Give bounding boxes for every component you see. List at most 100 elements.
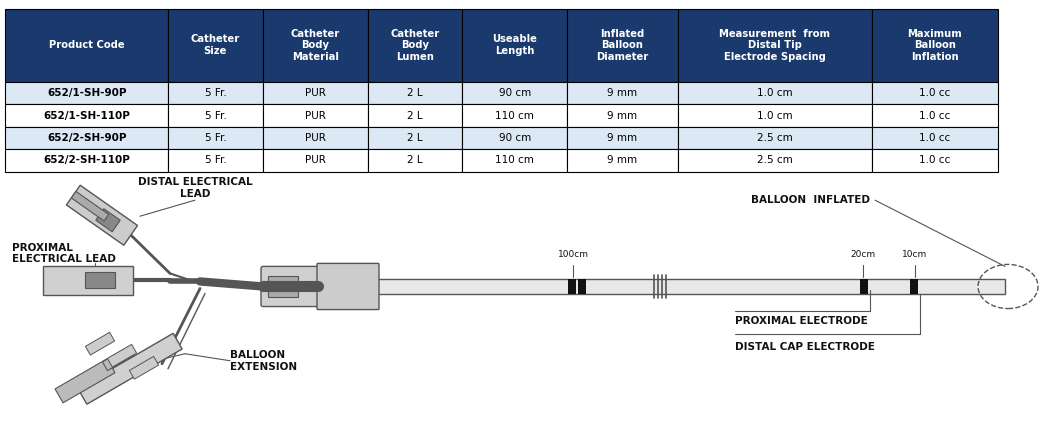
Text: 100cm: 100cm bbox=[557, 251, 589, 260]
Bar bbox=[263, 9, 368, 82]
Text: PUR: PUR bbox=[305, 133, 326, 143]
Text: 9 mm: 9 mm bbox=[607, 88, 638, 98]
Text: 10cm: 10cm bbox=[902, 251, 927, 260]
Text: BALLOON
EXTENSION: BALLOON EXTENSION bbox=[230, 350, 297, 372]
Text: 2 L: 2 L bbox=[407, 111, 422, 121]
Polygon shape bbox=[103, 347, 134, 371]
Text: 1.0 cm: 1.0 cm bbox=[756, 111, 793, 121]
Text: 2 L: 2 L bbox=[407, 133, 422, 143]
Polygon shape bbox=[129, 356, 159, 379]
Text: 652/2-SH-110P: 652/2-SH-110P bbox=[44, 155, 131, 166]
Bar bbox=[5, 9, 168, 82]
Bar bbox=[872, 9, 998, 82]
Text: PUR: PUR bbox=[305, 88, 326, 98]
Text: Measurement  from
Distal Tip
Electrode Spacing: Measurement from Distal Tip Electrode Sp… bbox=[719, 29, 830, 62]
Bar bbox=[5, 104, 168, 127]
Bar bbox=[168, 149, 263, 172]
Bar bbox=[678, 82, 872, 104]
Bar bbox=[678, 127, 872, 149]
Text: 5 Fr.: 5 Fr. bbox=[205, 88, 226, 98]
Text: PROXIMAL
ELECTRICAL LEAD: PROXIMAL ELECTRICAL LEAD bbox=[12, 242, 116, 264]
Text: 1.0 cm: 1.0 cm bbox=[756, 88, 793, 98]
Polygon shape bbox=[85, 332, 115, 355]
Bar bbox=[368, 82, 463, 104]
Text: Useable
Length: Useable Length bbox=[492, 34, 537, 56]
FancyBboxPatch shape bbox=[317, 263, 379, 310]
Text: 90 cm: 90 cm bbox=[499, 133, 530, 143]
Text: DISTAL ELECTRICAL
LEAD: DISTAL ELECTRICAL LEAD bbox=[138, 177, 253, 199]
Bar bbox=[168, 127, 263, 149]
Bar bbox=[678, 9, 872, 82]
Polygon shape bbox=[95, 209, 120, 232]
Bar bbox=[872, 104, 998, 127]
Bar bbox=[368, 149, 463, 172]
Text: 1.0 cc: 1.0 cc bbox=[919, 155, 951, 166]
Bar bbox=[5, 82, 168, 104]
Polygon shape bbox=[55, 359, 115, 403]
FancyBboxPatch shape bbox=[261, 266, 335, 307]
Bar bbox=[168, 9, 263, 82]
Text: 110 cm: 110 cm bbox=[495, 155, 534, 166]
Bar bbox=[263, 149, 368, 172]
Text: 1.0 cc: 1.0 cc bbox=[919, 88, 951, 98]
Bar bbox=[860, 279, 868, 293]
Text: PROXIMAL ELECTRODE: PROXIMAL ELECTRODE bbox=[735, 316, 868, 326]
Bar bbox=[5, 149, 168, 172]
Text: 2 L: 2 L bbox=[407, 88, 422, 98]
Text: Catheter
Body
Material: Catheter Body Material bbox=[291, 29, 340, 62]
Bar bbox=[463, 82, 568, 104]
Text: Catheter
Body
Lumen: Catheter Body Lumen bbox=[390, 29, 439, 62]
Bar bbox=[568, 104, 678, 127]
Text: PUR: PUR bbox=[305, 111, 326, 121]
Text: 2.5 cm: 2.5 cm bbox=[756, 155, 793, 166]
Polygon shape bbox=[71, 191, 108, 221]
Text: PUR: PUR bbox=[305, 155, 326, 166]
Polygon shape bbox=[44, 266, 133, 294]
Bar bbox=[463, 104, 568, 127]
Text: 652/2-SH-90P: 652/2-SH-90P bbox=[47, 133, 126, 143]
Text: Inflated
Balloon
Diameter: Inflated Balloon Diameter bbox=[596, 29, 648, 62]
Bar bbox=[872, 149, 998, 172]
Bar bbox=[368, 9, 463, 82]
Text: 90 cm: 90 cm bbox=[499, 88, 530, 98]
Polygon shape bbox=[77, 333, 182, 404]
Bar bbox=[463, 149, 568, 172]
Bar bbox=[910, 279, 918, 293]
Text: 5 Fr.: 5 Fr. bbox=[205, 111, 226, 121]
Bar bbox=[263, 104, 368, 127]
Bar bbox=[268, 276, 298, 296]
Bar bbox=[368, 104, 463, 127]
Bar bbox=[263, 127, 368, 149]
Bar bbox=[168, 82, 263, 104]
Bar bbox=[578, 279, 586, 293]
Text: Catheter
Size: Catheter Size bbox=[191, 34, 240, 56]
Bar bbox=[368, 127, 463, 149]
Bar bbox=[263, 82, 368, 104]
Text: 1.0 cc: 1.0 cc bbox=[919, 133, 951, 143]
Bar bbox=[872, 127, 998, 149]
Text: 9 mm: 9 mm bbox=[607, 111, 638, 121]
Bar bbox=[318, 279, 1005, 293]
Bar bbox=[872, 82, 998, 104]
Text: 9 mm: 9 mm bbox=[607, 133, 638, 143]
Text: 5 Fr.: 5 Fr. bbox=[205, 155, 226, 166]
Bar bbox=[568, 127, 678, 149]
Bar bbox=[568, 279, 576, 293]
Text: 20cm: 20cm bbox=[851, 251, 875, 260]
Text: BALLOON  INFLATED: BALLOON INFLATED bbox=[751, 195, 870, 205]
Text: 2 L: 2 L bbox=[407, 155, 422, 166]
Bar bbox=[568, 149, 678, 172]
Polygon shape bbox=[85, 272, 115, 288]
Text: 5 Fr.: 5 Fr. bbox=[205, 133, 226, 143]
Text: Maximum
Balloon
Inflation: Maximum Balloon Inflation bbox=[907, 29, 962, 62]
Bar bbox=[568, 9, 678, 82]
Text: 1.0 cc: 1.0 cc bbox=[919, 111, 951, 121]
Bar bbox=[568, 82, 678, 104]
Text: 2.5 cm: 2.5 cm bbox=[756, 133, 793, 143]
Text: 652/1-SH-110P: 652/1-SH-110P bbox=[44, 111, 131, 121]
Bar bbox=[463, 9, 568, 82]
Text: 110 cm: 110 cm bbox=[495, 111, 534, 121]
Text: 652/1-SH-90P: 652/1-SH-90P bbox=[47, 88, 126, 98]
Polygon shape bbox=[67, 185, 138, 245]
Bar bbox=[168, 104, 263, 127]
